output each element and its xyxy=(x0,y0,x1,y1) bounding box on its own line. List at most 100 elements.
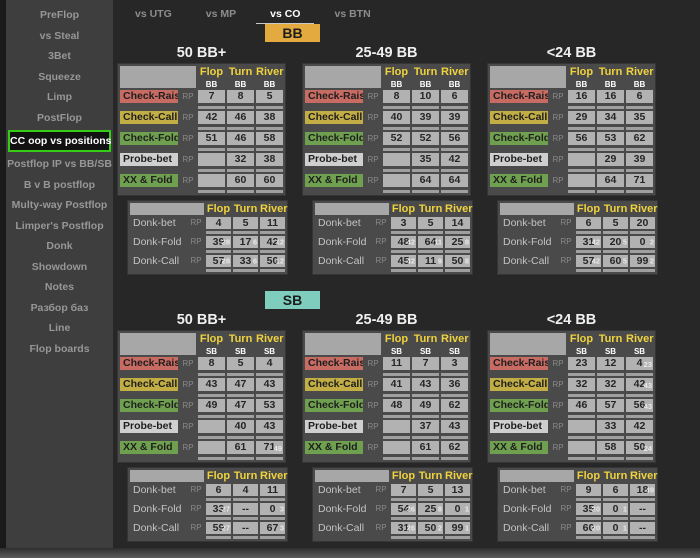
rp-button[interactable]: RP xyxy=(190,256,202,265)
rp-button[interactable]: RP xyxy=(552,113,564,122)
column-header-flop: Flop xyxy=(569,333,594,345)
stat-value: 61 xyxy=(234,441,247,453)
sidebar-item-vs-steal[interactable]: vs Steal xyxy=(39,29,80,42)
sidebar-item-multy-way-postflop[interactable]: Multy-way Postflop xyxy=(11,199,108,211)
row-label-check-raise: Check-Raise xyxy=(120,357,178,370)
rp-button[interactable]: RP xyxy=(552,443,564,452)
rp-button[interactable]: RP xyxy=(552,155,564,164)
rp-button[interactable]: RP xyxy=(552,134,564,143)
stat-value: 5 xyxy=(427,217,434,229)
spacer-cell xyxy=(568,169,595,172)
rp-button[interactable]: RP xyxy=(375,237,387,246)
spacer-cell xyxy=(120,457,196,460)
rp-button[interactable]: RP xyxy=(552,92,564,101)
row-label-probe-bet: Probe-bet xyxy=(305,420,363,433)
sidebar-item-3bet[interactable]: 3Bet xyxy=(48,50,71,62)
value-cell-check-call-river: 42 43 xyxy=(626,378,653,391)
tab-vs-mp[interactable]: vs MP xyxy=(205,8,237,20)
rp-button[interactable]: RP xyxy=(375,504,387,513)
value-cell-donk-bet-river: 11 xyxy=(260,217,285,229)
rp-button[interactable]: RP xyxy=(190,523,202,532)
sidebar-item-squeeze[interactable]: Squeeze xyxy=(38,70,81,83)
value-cell-donk-bet-turn: 4 xyxy=(233,484,258,496)
rp-button[interactable]: RP xyxy=(375,485,387,494)
sidebar-item-item-14[interactable]: Разбор баз xyxy=(30,301,89,314)
rp-button[interactable]: RP xyxy=(560,256,572,265)
position-subheader: BB xyxy=(234,80,247,89)
rp-button[interactable]: RP xyxy=(560,218,572,227)
rp-button[interactable]: RP xyxy=(375,523,387,532)
value-cell-check-call-turn: 39 xyxy=(412,111,439,124)
rp-button[interactable]: RP xyxy=(552,176,564,185)
sample-count: 8 xyxy=(464,237,469,247)
tab-vs-btn[interactable]: vs BTN xyxy=(334,8,371,20)
sidebar-item-postflop-ip-vs-bb-sb[interactable]: Postflop IP vs BB/SB xyxy=(7,158,112,170)
rp-button[interactable]: RP xyxy=(367,443,379,452)
rp-button[interactable]: RP xyxy=(182,380,194,389)
rp-button[interactable]: RP xyxy=(367,155,379,164)
position-subheader: BB xyxy=(604,80,617,89)
rp-button[interactable]: RP xyxy=(375,256,387,265)
rp-button[interactable]: RP xyxy=(560,237,572,246)
rp-button[interactable]: RP xyxy=(367,176,379,185)
rp-button[interactable]: RP xyxy=(367,422,379,431)
tab-vs-co[interactable]: vs CO xyxy=(256,6,315,24)
rp-button[interactable]: RP xyxy=(367,380,379,389)
rp-button[interactable]: RP xyxy=(182,134,194,143)
value-cell-donk-bet-flop: 3 xyxy=(391,217,416,229)
rp-button[interactable]: RP xyxy=(367,401,379,410)
rp-button[interactable]: RP xyxy=(552,359,564,368)
rp-button[interactable]: RP xyxy=(367,92,379,101)
sidebar-item-donk[interactable]: Donk xyxy=(46,240,73,252)
sidebar-item-flop-boards[interactable]: Flop boards xyxy=(29,342,90,355)
rp-button[interactable]: RP xyxy=(182,359,194,368)
rp-button[interactable]: RP xyxy=(367,134,379,143)
rp-button[interactable]: RP xyxy=(552,380,564,389)
sidebar-item-postflop[interactable]: PostFlop xyxy=(37,111,82,124)
rp-button[interactable]: RP xyxy=(190,237,202,246)
sidebar-item-line[interactable]: Line xyxy=(48,322,71,334)
rp-button[interactable]: RP xyxy=(190,485,202,494)
sidebar-item-limper-s-postflop[interactable]: Limper's Postflop xyxy=(15,219,104,232)
column-header-river: River xyxy=(441,333,469,345)
spacer-cell xyxy=(305,415,381,418)
sidebar-item-limp[interactable]: Limp xyxy=(46,91,73,103)
rp-button[interactable]: RP xyxy=(560,504,572,513)
value-cell-check-fold-turn: 47 xyxy=(227,399,254,412)
rp-button[interactable]: RP xyxy=(367,359,379,368)
rp-button[interactable]: RP xyxy=(552,401,564,410)
rp-button[interactable]: RP xyxy=(182,155,194,164)
value-cell-probe-bet-flop xyxy=(198,420,225,433)
value-cell-probe-bet-flop xyxy=(198,153,225,166)
sidebar-item-b-v-b-postflop[interactable]: B v B postflop xyxy=(23,178,96,191)
stat-value: 7 xyxy=(400,484,407,496)
stat-value: 39 xyxy=(212,236,225,248)
sidebar-item-cc-oop-vs-positions[interactable]: CC oop vs positions xyxy=(8,130,112,152)
sidebar-item-preflop[interactable]: PreFlop xyxy=(39,9,80,21)
rp-button[interactable]: RP xyxy=(367,113,379,122)
rp-button[interactable]: RP xyxy=(552,422,564,431)
rp-button[interactable]: RP xyxy=(375,218,387,227)
stat-value: 6 xyxy=(215,484,222,496)
row-label-check-fold: Check-Fold xyxy=(490,132,548,145)
rp-button[interactable]: RP xyxy=(182,422,194,431)
rp-button[interactable]: RP xyxy=(560,523,572,532)
rp-button[interactable]: RP xyxy=(182,176,194,185)
rp-button[interactable]: RP xyxy=(182,443,194,452)
rp-button[interactable]: RP xyxy=(190,218,202,227)
row-label-donk-fold: Donk-Fold xyxy=(318,503,367,515)
rp-button[interactable]: RP xyxy=(182,401,194,410)
value-cell-donk-call-river: 67 3 xyxy=(260,522,285,534)
spacer-cell xyxy=(500,231,574,234)
tab-vs-utg[interactable]: vs UTG xyxy=(135,8,172,20)
sample-count: 12 xyxy=(275,256,284,266)
stat-value: 47 xyxy=(234,378,247,390)
spacer-cell xyxy=(490,394,566,397)
sidebar-item-showdown[interactable]: Showdown xyxy=(31,260,88,273)
rp-button[interactable]: RP xyxy=(560,485,572,494)
rp-button[interactable]: RP xyxy=(182,92,194,101)
sidebar-item-notes[interactable]: Notes xyxy=(44,281,75,293)
rp-button[interactable]: RP xyxy=(182,113,194,122)
rp-button[interactable]: RP xyxy=(190,504,202,513)
